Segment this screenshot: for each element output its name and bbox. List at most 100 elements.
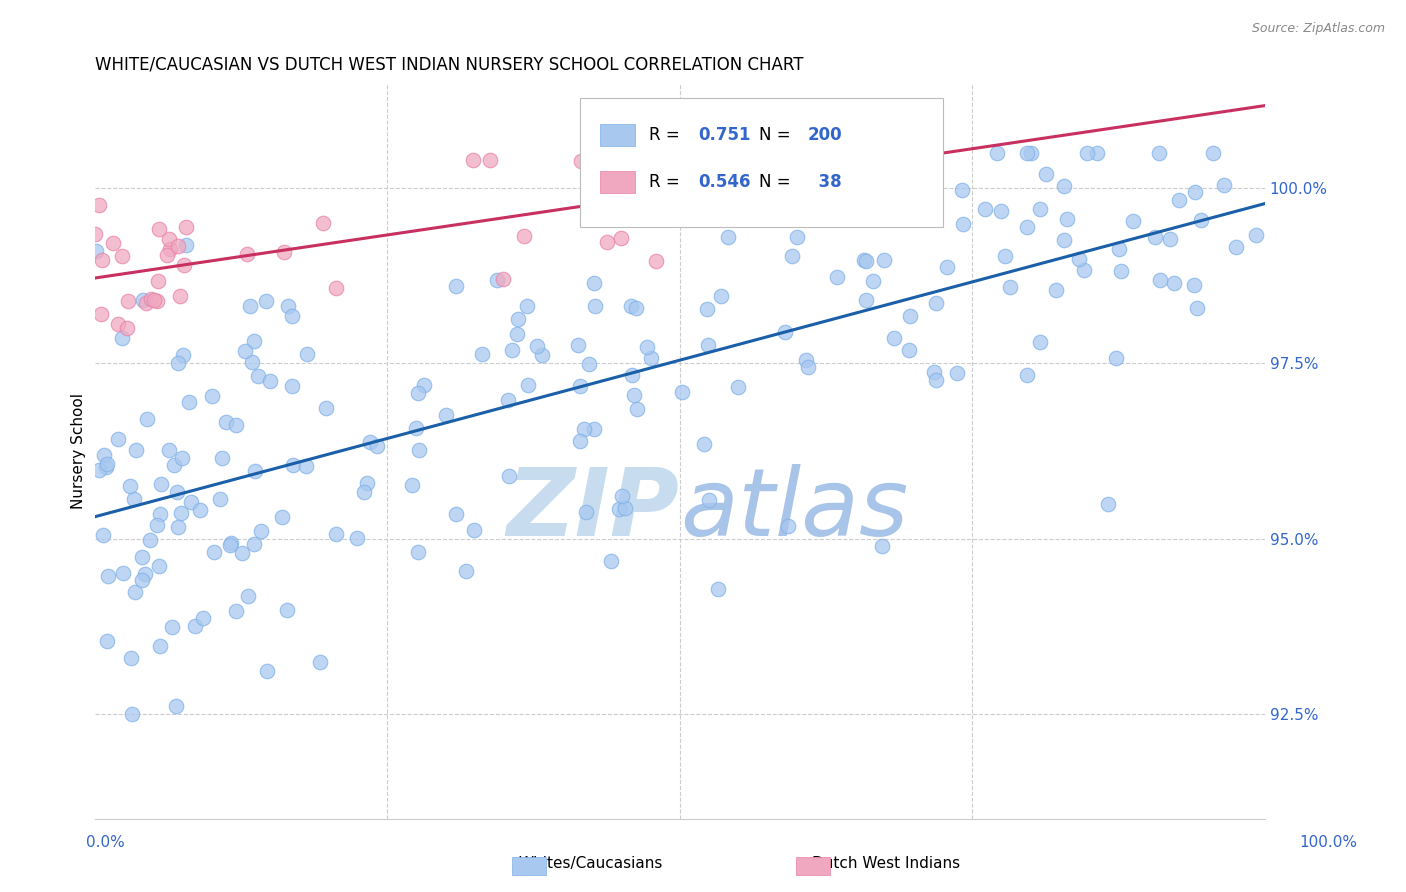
Text: 38: 38 <box>807 173 842 192</box>
Point <box>243 334 266 348</box>
Point <box>136 412 159 426</box>
Point <box>97 569 120 583</box>
Point <box>281 378 304 392</box>
Point <box>572 422 595 436</box>
Point <box>172 451 194 466</box>
Point <box>247 369 270 384</box>
Point <box>231 546 253 560</box>
Point <box>405 420 427 434</box>
Point <box>131 573 153 587</box>
Point <box>692 153 714 168</box>
Point <box>852 252 875 267</box>
Point <box>90 307 112 321</box>
Point <box>517 378 540 392</box>
Point <box>243 464 266 478</box>
Point <box>146 294 169 309</box>
Point <box>998 279 1021 293</box>
Text: Source: ZipAtlas.com: Source: ZipAtlas.com <box>1251 22 1385 36</box>
Point <box>139 293 162 307</box>
Point <box>174 220 197 235</box>
Point <box>122 492 145 507</box>
Point <box>211 450 233 465</box>
Point <box>170 507 193 521</box>
Point <box>176 238 198 252</box>
Point <box>259 374 281 388</box>
Point <box>215 415 238 429</box>
Point <box>157 232 180 246</box>
Title: WHITE/CAUCASIAN VS DUTCH WEST INDIAN NURSERY SCHOOL CORRELATION CHART: WHITE/CAUCASIAN VS DUTCH WEST INDIAN NUR… <box>94 55 803 73</box>
Text: 100.0%: 100.0% <box>1299 836 1358 850</box>
Point <box>1184 185 1206 199</box>
Point <box>353 484 375 499</box>
Point <box>575 505 598 519</box>
Point <box>280 309 302 323</box>
Point <box>491 272 513 286</box>
Point <box>1163 276 1185 290</box>
Point <box>250 524 273 538</box>
Point <box>406 545 429 559</box>
Text: 0.546: 0.546 <box>699 173 751 192</box>
Point <box>506 312 529 326</box>
Point <box>134 567 156 582</box>
Point <box>121 706 143 721</box>
Point <box>366 439 388 453</box>
Point <box>873 253 896 268</box>
Point <box>87 198 110 212</box>
Point <box>167 239 190 253</box>
Point <box>91 252 114 267</box>
Point <box>786 230 808 244</box>
Point <box>1017 220 1039 235</box>
Point <box>325 281 347 295</box>
Point <box>356 475 378 490</box>
Point <box>633 189 655 203</box>
Point <box>696 302 718 317</box>
Point <box>571 154 593 169</box>
Point <box>359 435 381 450</box>
Point <box>645 254 668 268</box>
Point <box>294 459 316 474</box>
Text: Whites/Caucasians: Whites/Caucasians <box>519 856 662 871</box>
Point <box>1144 230 1167 244</box>
Point <box>169 289 191 303</box>
Point <box>778 519 800 533</box>
Point <box>157 443 180 458</box>
Point <box>626 301 648 315</box>
Point <box>756 203 779 218</box>
Point <box>531 348 554 362</box>
Point <box>1053 233 1076 247</box>
Point <box>236 247 259 261</box>
Point <box>1029 334 1052 349</box>
Point <box>273 245 295 260</box>
Point <box>325 526 347 541</box>
Point <box>717 230 740 244</box>
Point <box>115 321 138 335</box>
Point <box>1149 273 1171 287</box>
Point <box>697 492 720 507</box>
Point <box>636 340 658 354</box>
Point <box>583 422 606 436</box>
Point <box>596 235 619 249</box>
Point <box>142 293 165 308</box>
Point <box>131 550 153 565</box>
Point <box>727 379 749 393</box>
Point <box>950 183 973 197</box>
Point <box>844 207 866 221</box>
Text: R =: R = <box>650 126 685 144</box>
Point <box>797 360 820 375</box>
Point <box>124 585 146 599</box>
Point <box>1189 212 1212 227</box>
Point <box>1073 263 1095 277</box>
Point <box>567 338 589 352</box>
Text: Dutch West Indians: Dutch West Indians <box>811 856 960 871</box>
Point <box>935 260 957 275</box>
Point <box>233 343 256 358</box>
Point <box>925 373 948 387</box>
Point <box>276 602 298 616</box>
Point <box>516 299 538 313</box>
Point <box>496 392 519 407</box>
Text: 200: 200 <box>807 126 842 144</box>
Point <box>716 157 738 171</box>
Point <box>461 153 484 168</box>
Point <box>96 634 118 648</box>
Point <box>1053 179 1076 194</box>
